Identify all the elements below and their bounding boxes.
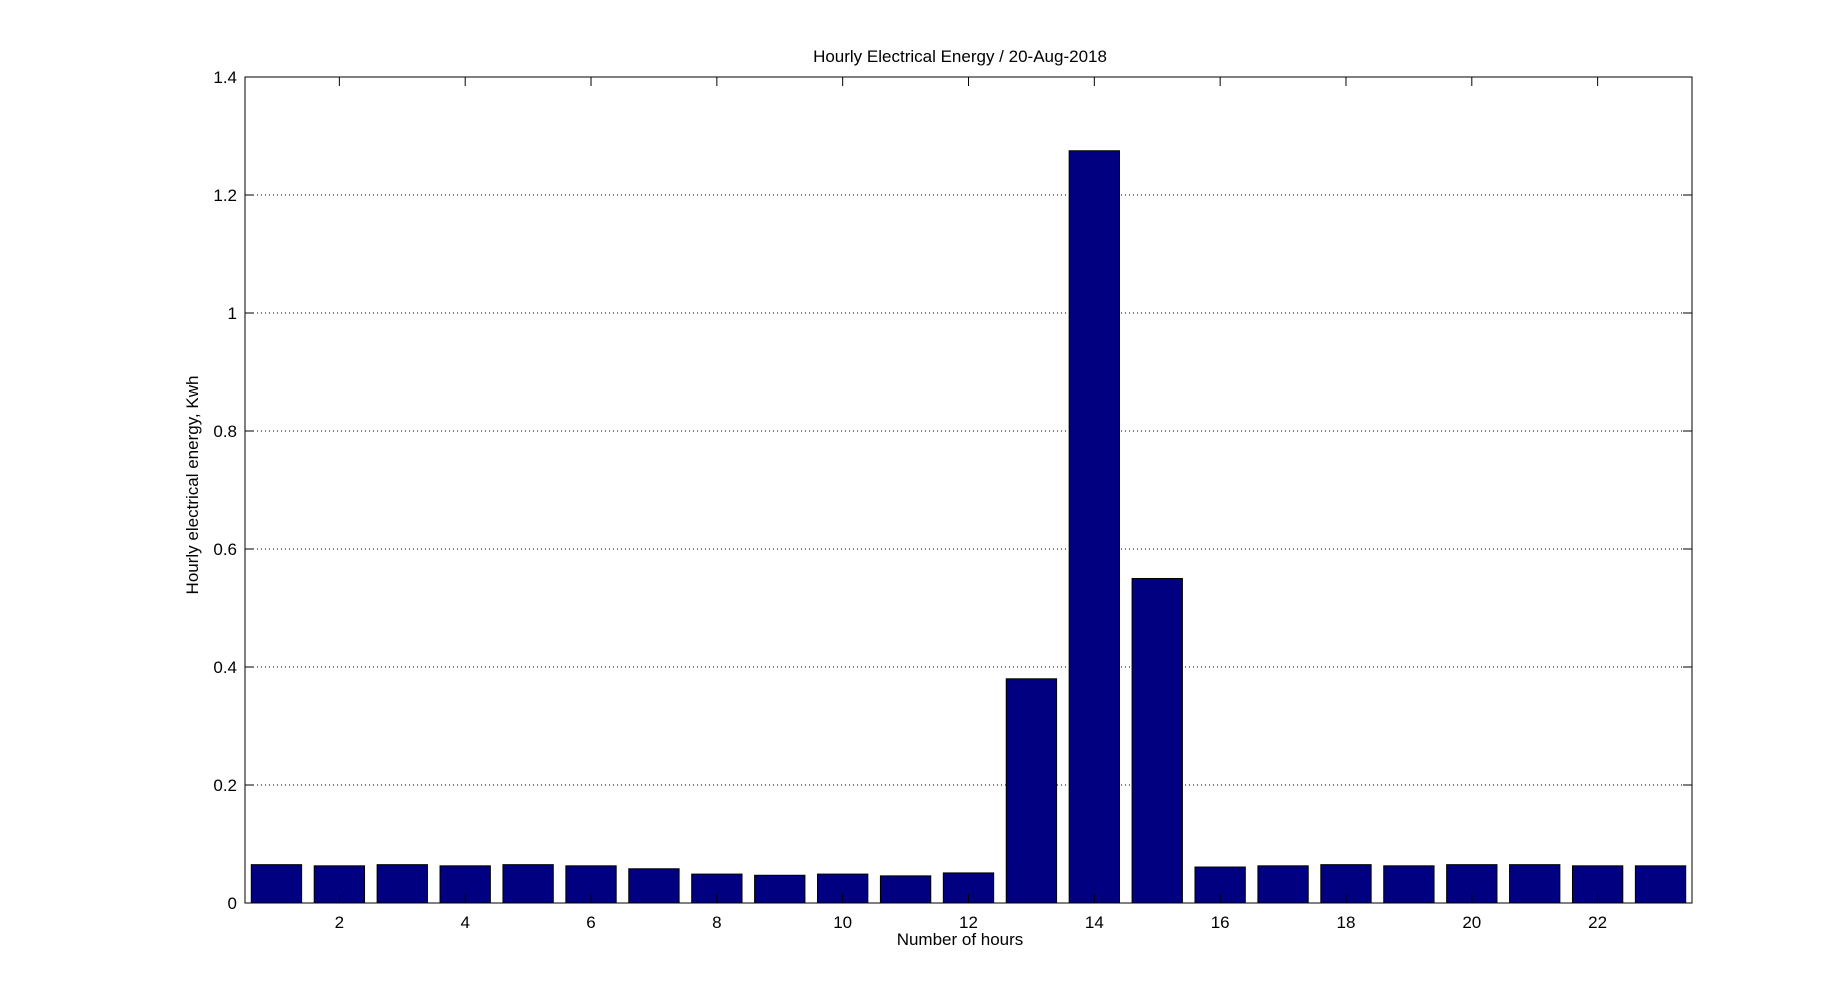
y-tick-label: 1.2 <box>213 186 237 205</box>
bar-hour-11 <box>879 875 932 904</box>
x-tick-label: 4 <box>460 913 469 932</box>
y-tick-label: 0.4 <box>213 658 237 677</box>
bar-hour-1 <box>250 864 303 904</box>
bar-hour-19 <box>1383 865 1435 904</box>
bar-hour-15 <box>1131 578 1183 904</box>
bar-hour-3 <box>376 864 428 904</box>
y-tick-label: 1 <box>228 304 237 323</box>
bars <box>250 150 1687 904</box>
y-tick-label: 0.8 <box>213 422 237 441</box>
bar-hour-5 <box>502 864 554 904</box>
x-tick-label: 12 <box>959 913 978 932</box>
x-tick-label: 14 <box>1085 913 1104 932</box>
x-tick-label: 18 <box>1337 913 1356 932</box>
bar-hour-9 <box>754 874 806 904</box>
y-tick-label: 0.6 <box>213 540 237 559</box>
bar-hour-23 <box>1634 865 1687 904</box>
bar-hour-14 <box>1068 150 1120 904</box>
x-tick-label: 10 <box>833 913 852 932</box>
x-tick-label: 20 <box>1462 913 1481 932</box>
bar-hour-7 <box>628 868 680 904</box>
x-tick-label: 6 <box>586 913 595 932</box>
bar-hour-17 <box>1257 865 1309 904</box>
x-tick-label: 22 <box>1588 913 1607 932</box>
chart-title: Hourly Electrical Energy / 20-Aug-2018 <box>813 47 1107 66</box>
y-tick-label: 1.4 <box>213 68 237 87</box>
bar-hour-21 <box>1509 864 1561 904</box>
x-tick-label: 16 <box>1211 913 1230 932</box>
y-tick-label: 0 <box>228 894 237 913</box>
x-tick-label: 2 <box>335 913 344 932</box>
ticks: 2 4 6 8 10 12 14 16 18 20 22 0 0.2 0.4 0.6 0.8 1 1.2 1.4 <box>213 68 1692 932</box>
bar-hour-13 <box>1005 678 1058 904</box>
x-axis-label: Number of hours <box>897 930 1024 949</box>
y-axis-label: Hourly electrical energy, Kwh <box>183 376 202 595</box>
y-tick-label: 0.2 <box>213 776 237 795</box>
x-tick-label: 8 <box>712 913 721 932</box>
